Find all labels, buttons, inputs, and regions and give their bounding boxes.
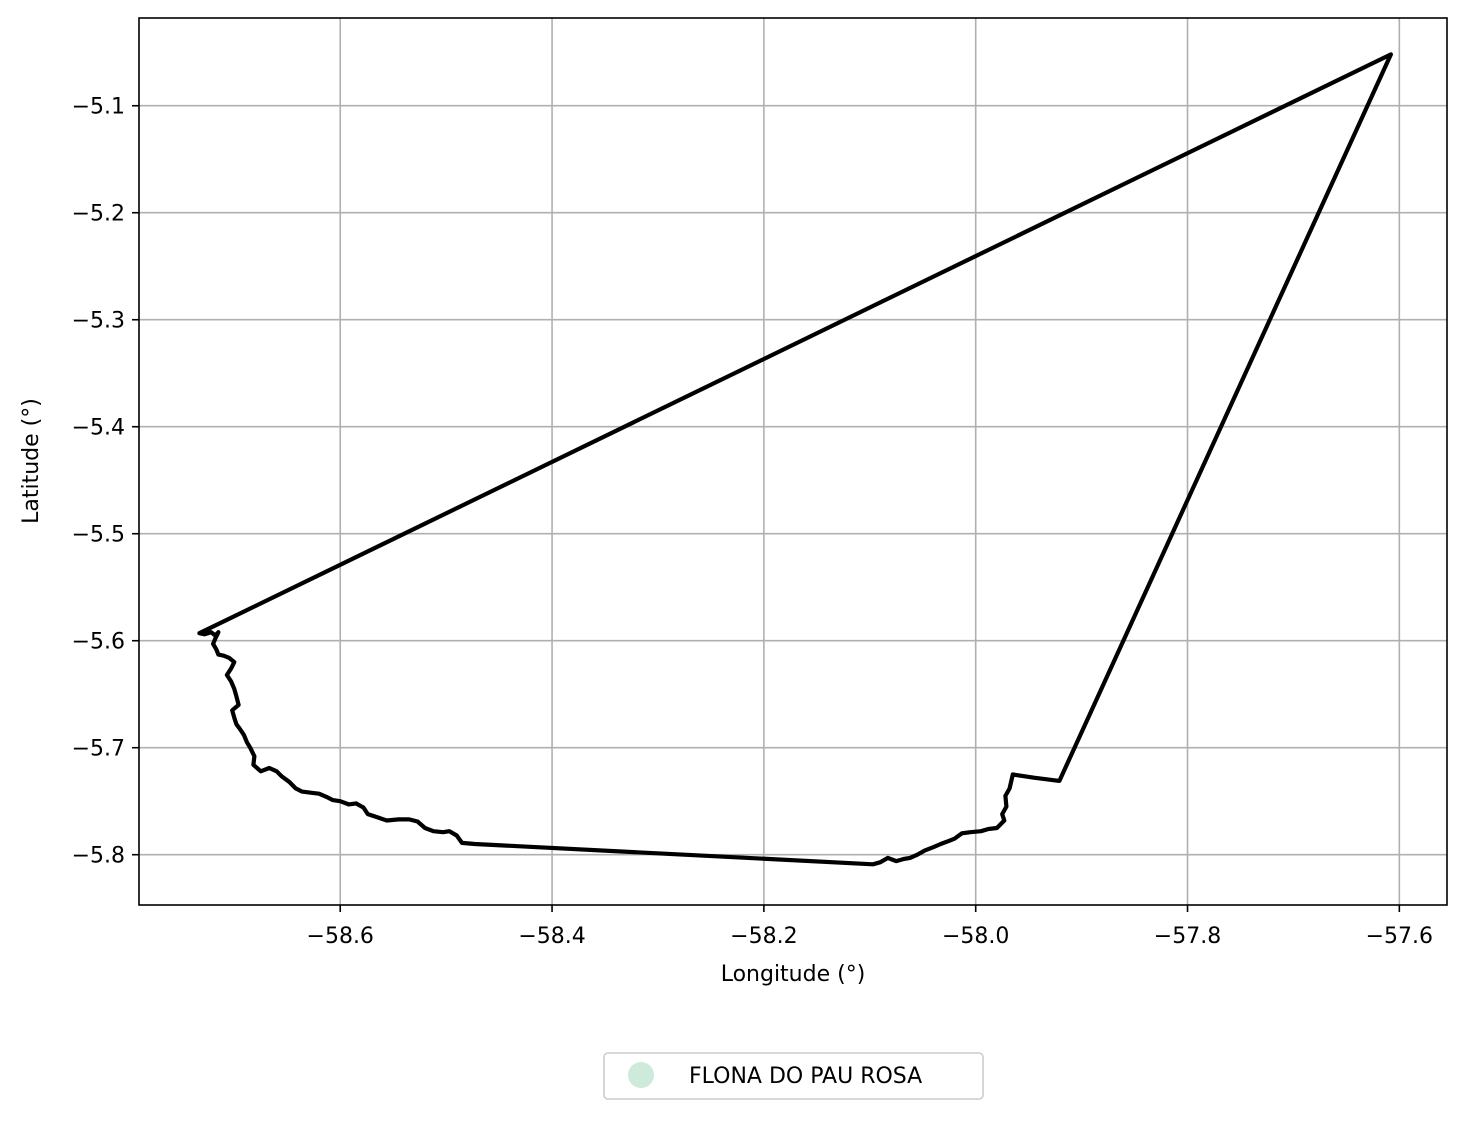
y-tick-label: −5.1 xyxy=(72,95,125,120)
y-tick-label: −5.7 xyxy=(72,737,125,762)
legend-label: FLONA DO PAU ROSA xyxy=(689,1064,922,1089)
gridlines xyxy=(139,18,1447,905)
y-tick-label: −5.4 xyxy=(72,416,125,441)
x-axis-label: Longitude (°) xyxy=(721,962,866,987)
y-tick-label: −5.8 xyxy=(72,844,125,869)
y-axis-label: Latitude (°) xyxy=(19,398,44,524)
y-tick-label: −5.3 xyxy=(72,309,125,334)
axes-frame xyxy=(138,17,1448,906)
x-tick-label: −58.6 xyxy=(307,924,374,949)
x-tick-label: −58.4 xyxy=(518,924,585,949)
boundary-layer xyxy=(197,52,1394,867)
x-tick-label: −58.0 xyxy=(942,924,1009,949)
legend-marker xyxy=(628,1062,654,1088)
y-tick-label: −5.5 xyxy=(72,523,125,548)
y-tick-label: −5.2 xyxy=(72,202,125,227)
ticks: −58.6 −58.4 −58.2 −58.0 −57.8 −57.6 −5.1 −5.2 −5… xyxy=(72,95,1433,949)
legend-frame xyxy=(603,1052,984,1100)
x-tick-label: −58.2 xyxy=(730,924,797,949)
legend: FLONA DO PAU ROSA xyxy=(603,1052,984,1100)
x-tick-label: −57.8 xyxy=(1154,924,1221,949)
y-tick-label: −5.6 xyxy=(72,630,125,655)
boundary-line xyxy=(197,52,1394,867)
x-tick-label: −57.6 xyxy=(1366,924,1433,949)
